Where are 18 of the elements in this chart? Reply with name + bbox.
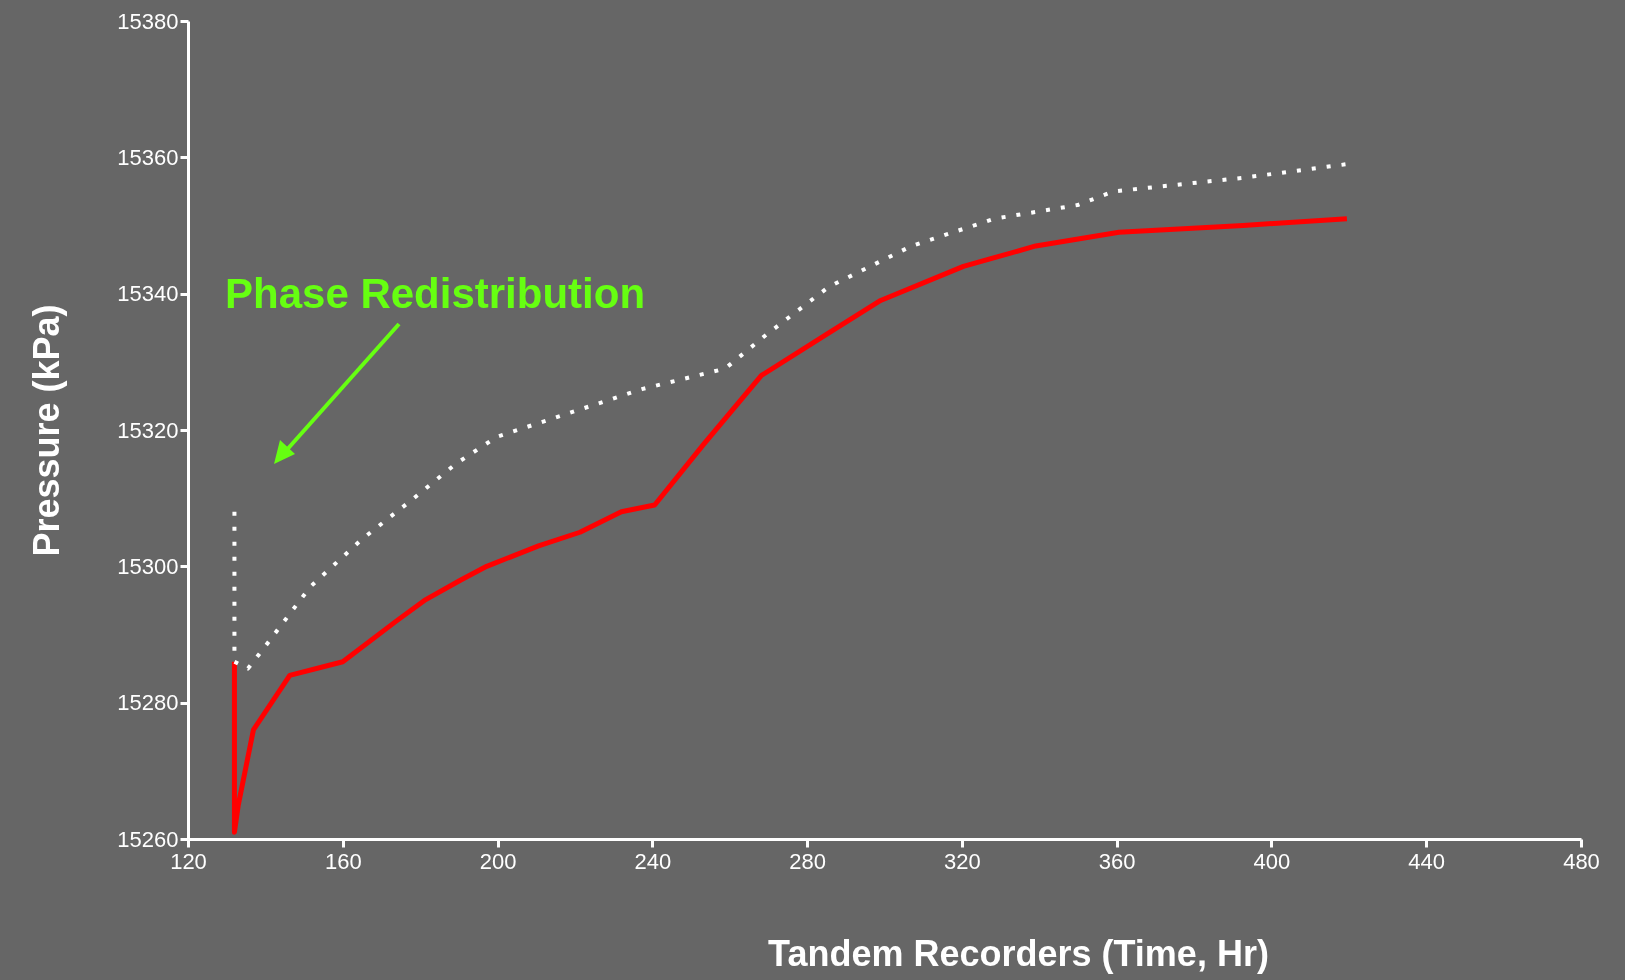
x-tick-label: 400 xyxy=(1253,848,1291,874)
x-tick-label: 360 xyxy=(1098,848,1136,874)
x-axis-title: Tandem Recorders (Time, Hr) xyxy=(768,932,1269,974)
y-tick-label: 15300 xyxy=(117,553,179,579)
y-axis-title: Pressure (kPa) xyxy=(26,304,68,557)
y-tick-label: 15380 xyxy=(117,8,179,34)
x-tick-label: 240 xyxy=(634,848,672,874)
x-tick-label: 320 xyxy=(944,848,981,874)
y-tick-label: 15320 xyxy=(117,417,179,443)
x-tick-label: 480 xyxy=(1563,848,1600,874)
x-tick-label: 280 xyxy=(789,848,826,874)
y-tick-label: 15280 xyxy=(117,690,179,716)
x-tick-label: 200 xyxy=(479,848,517,874)
x-tick-label: 440 xyxy=(1408,848,1446,874)
y-tick-label: 15340 xyxy=(117,281,179,307)
annotation: Phase Redistribution xyxy=(225,270,646,317)
y-tick-label: 15360 xyxy=(117,144,179,170)
x-tick-label: 160 xyxy=(324,848,362,874)
